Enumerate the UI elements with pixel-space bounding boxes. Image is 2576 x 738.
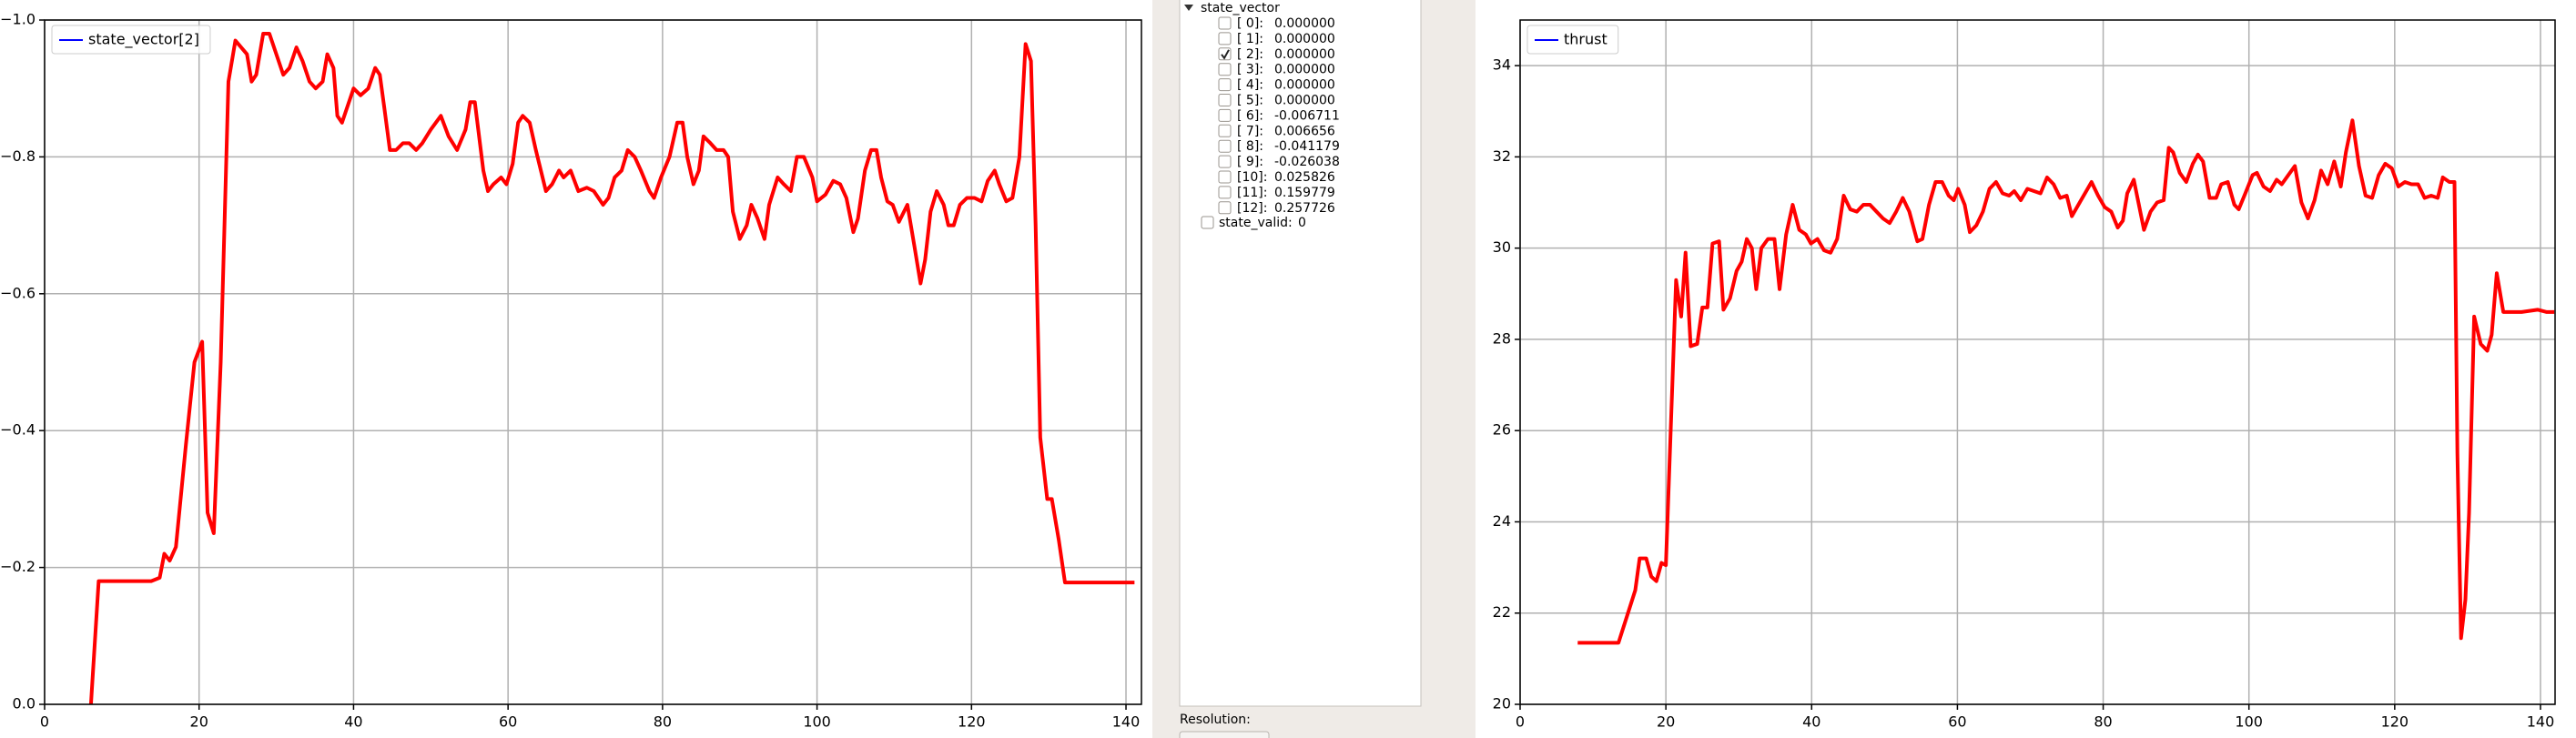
x-tick-label: 80: [2094, 713, 2112, 731]
item-label: [ 1]:: [1237, 32, 1263, 46]
legend-box: [51, 25, 211, 55]
y-tick-label: 28: [1493, 329, 1511, 347]
check-mark: [1221, 49, 1230, 60]
item-label: [10]:: [1237, 170, 1267, 185]
item-label: [ 6]:: [1237, 108, 1263, 123]
item-value: 0.000000: [1274, 78, 1335, 93]
y-tick-label: 20: [1493, 695, 1511, 713]
item-value: 0.000000: [1274, 16, 1335, 31]
plot-frame: [1519, 19, 2556, 705]
checkbox[interactable]: [1218, 139, 1232, 153]
legend-label: state_vector[2]: [88, 31, 199, 49]
x-tick-label: 120: [958, 713, 986, 731]
checkbox[interactable]: [1218, 108, 1232, 122]
y-tick-label: −0.8: [0, 147, 35, 165]
resolution-label: Resolution:: [1180, 713, 1251, 727]
y-tick-label: 22: [1493, 603, 1511, 621]
y-tick-label: 24: [1493, 512, 1511, 530]
x-tick-label: 80: [654, 713, 672, 731]
item-label: state_valid:: [1219, 216, 1293, 230]
x-tick-label: 60: [1948, 713, 1966, 731]
x-tick-label: 20: [190, 713, 208, 731]
x-tick-label: 0: [40, 713, 49, 731]
data-line: [1577, 118, 2555, 645]
item-label: [11]:: [1237, 186, 1267, 200]
left-plot-bg: [0, 0, 1152, 738]
item-value: 0.000000: [1274, 94, 1335, 108]
legend-label: thrust: [1564, 31, 1607, 48]
item-value: 0.159779: [1274, 186, 1335, 200]
right-plot-bg: [1476, 0, 2576, 738]
checkbox[interactable]: [1218, 201, 1232, 215]
item-label: [ 8]:: [1237, 139, 1263, 154]
x-tick-label: 60: [499, 713, 517, 731]
checkbox[interactable]: [1218, 170, 1232, 184]
resolution-button[interactable]: [1179, 731, 1270, 738]
checkbox[interactable]: [1218, 155, 1232, 168]
y-tick-label: −1.0: [0, 11, 35, 28]
x-tick-label: 140: [1112, 713, 1141, 731]
checkbox[interactable]: [1218, 32, 1232, 45]
tree-title: state_vector: [1201, 1, 1280, 15]
y-tick-label: 32: [1493, 147, 1511, 165]
y-tick-label: 34: [1493, 56, 1511, 74]
x-tick-label: 120: [2381, 713, 2409, 731]
y-tick-label: −0.2: [0, 558, 35, 575]
y-tick-label: −0.4: [0, 421, 35, 439]
item-value: 0.257726: [1274, 201, 1335, 216]
item-label: [ 9]:: [1237, 155, 1263, 169]
item-value: 0.000000: [1274, 32, 1335, 46]
item-label: [ 3]:: [1237, 63, 1263, 77]
x-tick-label: 140: [2527, 713, 2555, 731]
checkbox[interactable]: [1218, 124, 1232, 137]
item-value: 0.000000: [1274, 47, 1335, 62]
item-value: 0: [1298, 216, 1306, 230]
x-tick-label: 20: [1657, 713, 1675, 731]
y-tick-label: 26: [1493, 421, 1511, 439]
item-label: [ 5]:: [1237, 94, 1263, 108]
y-tick-label: 30: [1493, 238, 1511, 256]
item-value: 0.000000: [1274, 63, 1335, 77]
item-value: 0.006656: [1274, 124, 1335, 138]
checkbox[interactable]: [1201, 216, 1214, 229]
expand-arrow[interactable]: [1184, 5, 1193, 11]
plot-frame: [44, 19, 1142, 705]
item-label: [ 0]:: [1237, 16, 1263, 31]
item-value: -0.041179: [1274, 139, 1340, 154]
x-tick-label: 100: [2235, 713, 2263, 731]
item-label: [ 2]:: [1237, 47, 1263, 62]
x-tick-label: 40: [344, 713, 362, 731]
checkbox[interactable]: [1218, 63, 1232, 76]
item-value: 0.025826: [1274, 170, 1335, 185]
x-tick-label: 40: [1802, 713, 1820, 731]
y-tick-label: −0.6: [0, 284, 35, 301]
item-value: -0.006711: [1274, 108, 1340, 123]
item-label: [12]:: [1237, 201, 1267, 216]
item-label: [ 7]:: [1237, 124, 1263, 138]
item-label: [ 4]:: [1237, 78, 1263, 93]
tree: state_vector [ 0]: 0.000000 [ 1]: 0.000000 […: [1184, 1, 1340, 230]
x-tick-label: 0: [1516, 713, 1525, 731]
checkbox[interactable]: [1218, 78, 1232, 92]
data-line: [88, 32, 1135, 705]
checkbox[interactable]: [1218, 94, 1232, 106]
checkbox[interactable]: [1218, 186, 1232, 199]
x-tick-label: 100: [803, 713, 831, 731]
checkbox[interactable]: [1218, 16, 1232, 30]
legend-box: [1526, 25, 1619, 55]
y-tick-label: 0.0: [13, 695, 35, 713]
item-value: -0.026038: [1274, 155, 1340, 169]
